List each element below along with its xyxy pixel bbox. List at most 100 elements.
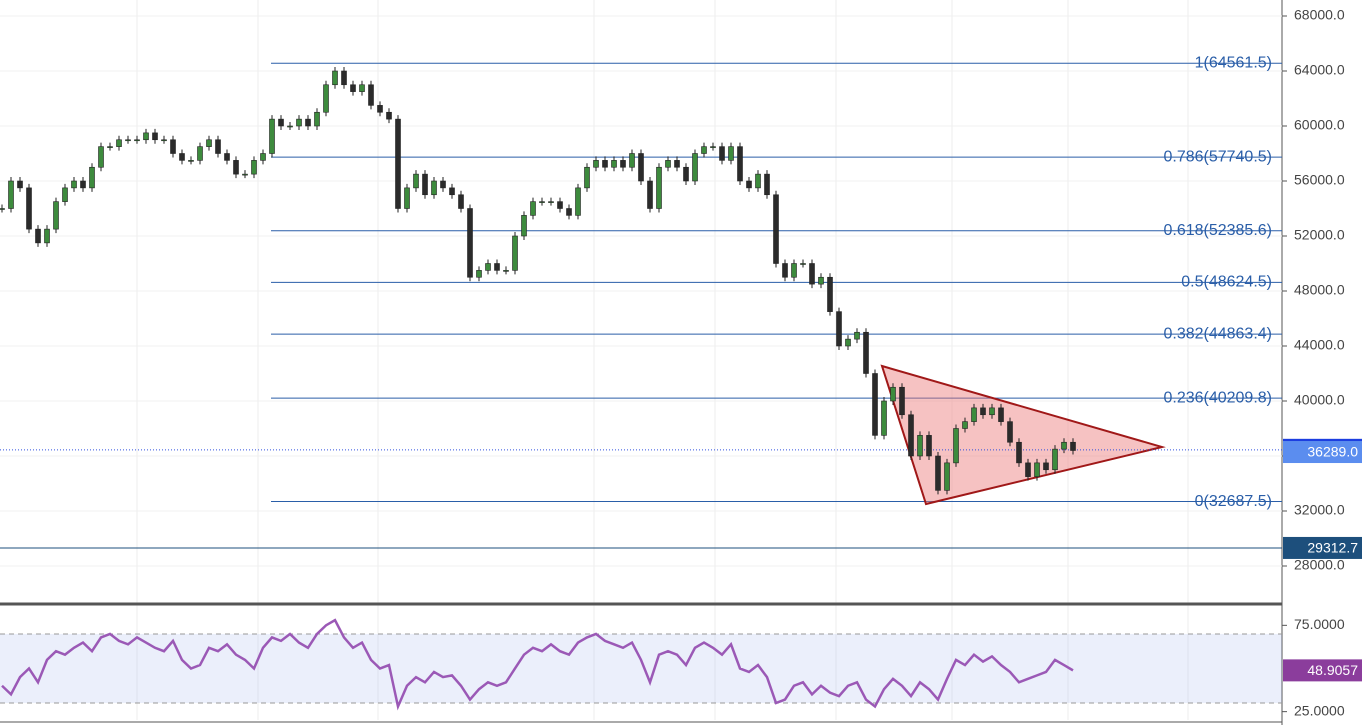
fib-label: 0.618(52385.6) (1163, 222, 1272, 239)
candle (827, 276, 833, 312)
candle (422, 173, 428, 196)
candle (1034, 462, 1040, 477)
y-tick-label: 64000.0 (1294, 62, 1345, 78)
candle (611, 160, 617, 168)
candle (269, 118, 275, 154)
candle (881, 400, 887, 436)
candle (350, 84, 356, 92)
fib-label: 0.786(57740.5) (1163, 148, 1272, 165)
candle (170, 139, 176, 154)
candle (647, 180, 653, 209)
candle (377, 105, 383, 113)
candle (44, 228, 50, 244)
candle (233, 160, 239, 175)
fib-label: 0(32687.5) (1195, 493, 1272, 510)
candle (971, 407, 977, 422)
candle (899, 386, 905, 416)
candle (575, 187, 581, 216)
candle (773, 194, 779, 264)
candle (89, 166, 95, 189)
candle (512, 235, 518, 271)
candle (0, 208, 5, 210)
y-tick-label: 28000.0 (1294, 557, 1345, 573)
candle (602, 160, 608, 168)
candle (935, 455, 941, 491)
candle (494, 263, 500, 271)
candle (242, 173, 248, 176)
candle (449, 187, 455, 196)
candle (206, 139, 212, 147)
candle (395, 118, 401, 209)
candle (854, 331, 860, 340)
candle (989, 407, 995, 416)
candle (134, 139, 140, 142)
y-tick-label: 32000.0 (1294, 502, 1345, 518)
candle (404, 187, 410, 209)
y-tick-label: 56000.0 (1294, 172, 1345, 188)
candle (485, 263, 491, 271)
candle (1043, 462, 1049, 471)
y-tick-label: 60000.0 (1294, 117, 1345, 133)
candle (62, 187, 68, 202)
y-tick-label: 44000.0 (1294, 337, 1345, 353)
candle (53, 201, 59, 230)
candle (629, 153, 635, 168)
candle (26, 187, 32, 230)
candle (8, 180, 14, 209)
candle (17, 180, 23, 189)
candle (872, 373, 878, 436)
candle (755, 173, 761, 189)
price-badge-label: 29312.7 (1307, 540, 1358, 556)
candle (836, 311, 842, 347)
candle (863, 331, 869, 374)
y-tick-label: 48000.0 (1294, 282, 1345, 298)
candle (800, 263, 806, 265)
triangle-drawing (880, 364, 1166, 506)
candle (539, 201, 545, 203)
candle (98, 146, 104, 168)
rsi-badge-label: 48.9057 (1307, 662, 1358, 678)
candle (431, 180, 437, 196)
candle (359, 84, 365, 92)
price-badge (1283, 441, 1362, 464)
candle (530, 201, 536, 216)
candle (224, 153, 230, 161)
candle (656, 166, 662, 209)
candle (638, 153, 644, 182)
candle (566, 208, 572, 216)
fib-label: 0.5(48624.5) (1181, 274, 1272, 291)
candle (737, 146, 743, 182)
candle (386, 111, 392, 120)
candle (188, 160, 194, 162)
candle (1052, 448, 1058, 471)
candle (917, 435, 923, 457)
candle (179, 153, 185, 161)
candle (944, 462, 950, 491)
candle (998, 407, 1004, 422)
candle (161, 139, 167, 142)
candle (143, 132, 149, 141)
candle (197, 146, 203, 161)
candle (746, 180, 752, 189)
candle (332, 70, 338, 86)
candle (1061, 441, 1067, 450)
candle (341, 70, 347, 86)
candle (80, 180, 86, 189)
candle (287, 125, 293, 128)
candle (1070, 441, 1076, 451)
candle (503, 270, 509, 272)
candle (818, 276, 824, 285)
candle (125, 139, 131, 142)
price-badge (1283, 536, 1362, 559)
candle (71, 180, 77, 189)
candle (107, 146, 113, 148)
y-tick-label: 68000.0 (1294, 7, 1345, 23)
candle (782, 263, 788, 278)
candle (521, 215, 527, 237)
candle (557, 201, 563, 209)
price-badge-label: 36289.0 (1307, 444, 1358, 460)
candle (35, 228, 41, 244)
candle (728, 146, 734, 161)
candle (962, 421, 968, 429)
candle (845, 338, 851, 347)
